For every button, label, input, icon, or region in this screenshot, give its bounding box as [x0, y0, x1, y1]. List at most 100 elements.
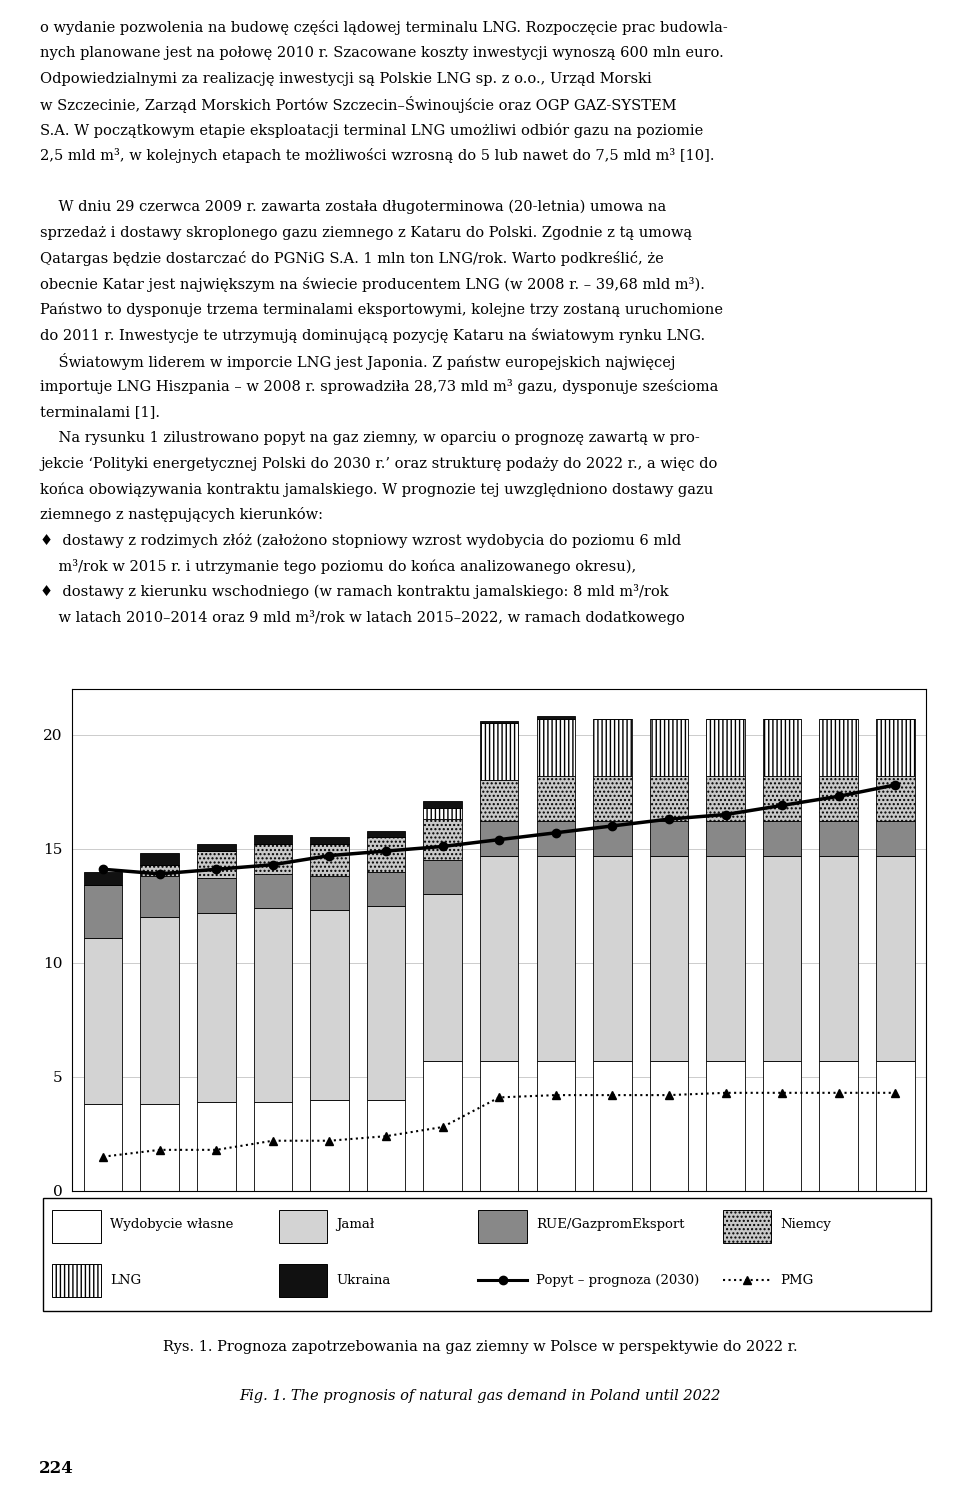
Bar	[650, 855, 688, 1061]
Text: Jamał: Jamał	[336, 1218, 374, 1231]
Text: LNG: LNG	[109, 1273, 141, 1287]
Bar	[650, 719, 688, 776]
Bar	[593, 855, 632, 1061]
Bar	[278, 1210, 327, 1243]
Text: Fig. 1. The prognosis of natural gas demand in Poland until 2022: Fig. 1. The prognosis of natural gas dem…	[239, 1389, 721, 1404]
Text: o wydanie pozwolenia na budowę części lądowej terminalu LNG. Rozpoczęcie prac bu: o wydanie pozwolenia na budowę części lą…	[40, 21, 728, 36]
Bar	[310, 837, 348, 845]
Bar	[480, 780, 518, 821]
Text: ziemnego z następujących kierunków:: ziemnego z następujących kierunków:	[40, 508, 324, 523]
Bar	[253, 845, 292, 873]
Bar	[650, 776, 688, 821]
Bar	[820, 821, 858, 855]
PMG	[267, 1132, 278, 1150]
PMG	[550, 1086, 562, 1104]
Bar	[593, 776, 632, 821]
Text: ♦  dostawy z rodzimych złóż (założono stopniowy wzrost wydobycia do poziomu 6 ml: ♦ dostawy z rodzimych złóż (założono sto…	[40, 533, 682, 548]
Bar	[310, 911, 348, 1100]
Popyt – prognoza (2030)	[97, 860, 108, 878]
Text: Qatargas będzie dostarczać do PGNiG S.A. 1 mln ton LNG/rok. Warto podkreślić, że: Qatargas będzie dostarczać do PGNiG S.A.…	[40, 252, 664, 267]
Bar	[310, 876, 348, 911]
Bar	[423, 860, 462, 894]
Bar	[876, 855, 915, 1061]
Popyt – prognoza (2030)	[437, 837, 448, 855]
Text: 2,5 mld m³, w kolejnych etapach te możliwości wzrosną do 5 lub nawet do 7,5 mld : 2,5 mld m³, w kolejnych etapach te możli…	[40, 148, 715, 163]
Bar	[197, 851, 235, 878]
Bar	[423, 819, 462, 860]
Bar	[593, 719, 632, 776]
Bar	[763, 821, 802, 855]
Bar	[367, 1100, 405, 1191]
Popyt – prognoza (2030)	[550, 824, 562, 842]
PMG	[720, 1085, 732, 1103]
Text: obecnie Katar jest największym na świecie producentem LNG (w 2008 r. – 39,68 mld: obecnie Katar jest największym na świeci…	[40, 277, 706, 292]
Bar	[707, 719, 745, 776]
Popyt – prognoza (2030)	[833, 788, 845, 806]
Bar	[537, 821, 575, 855]
Bar	[253, 834, 292, 845]
Text: Rys. 1. Prognoza zapotrzebowania na gaz ziemny w Polsce w perspektywie do 2022 r: Rys. 1. Prognoza zapotrzebowania na gaz …	[162, 1341, 798, 1354]
Text: nych planowane jest na połowę 2010 r. Szacowane koszty inwestycji wynoszą 600 ml: nych planowane jest na połowę 2010 r. Sz…	[40, 46, 724, 60]
Bar	[593, 1061, 632, 1191]
Bar	[876, 821, 915, 855]
Text: S.A. W początkowym etapie eksploatacji terminal LNG umożliwi odbiór gazu na pozi: S.A. W początkowym etapie eksploatacji t…	[40, 123, 704, 138]
Popyt – prognoza (2030)	[720, 806, 732, 824]
Bar	[820, 855, 858, 1061]
Bar	[478, 1210, 527, 1243]
Bar	[140, 1104, 179, 1191]
Bar	[253, 908, 292, 1103]
Bar	[820, 719, 858, 776]
Text: Ukraina: Ukraina	[336, 1273, 391, 1287]
Text: PMG: PMG	[780, 1273, 813, 1287]
Popyt – prognoza (2030)	[267, 855, 278, 873]
Text: końca obowiązywania kontraktu jamalskiego. W prognozie tej uwzględniono dostawy : końca obowiązywania kontraktu jamalskieg…	[40, 482, 713, 496]
Bar	[480, 1061, 518, 1191]
PMG	[663, 1086, 675, 1104]
Bar	[707, 821, 745, 855]
Bar	[480, 855, 518, 1061]
Text: RUE/GazpromEksport: RUE/GazpromEksport	[536, 1218, 684, 1231]
Bar	[253, 873, 292, 908]
Text: Światowym liderem w imporcie LNG jest Japonia. Z państw europejskich najwięcej: Światowym liderem w imporcie LNG jest Ja…	[40, 352, 676, 370]
Text: jekcie ‘Polityki energetycznej Polski do 2030 r.’ oraz strukturę podaży do 2022 : jekcie ‘Polityki energetycznej Polski do…	[40, 457, 718, 470]
Bar	[650, 1061, 688, 1191]
Bar	[140, 854, 179, 864]
Bar	[197, 845, 235, 851]
Bar	[310, 845, 348, 876]
Text: Odpowiedzialnymi za realizację inwestycji są Polskie LNG sp. z o.o., Urząd Morsk: Odpowiedzialnymi za realizację inwestycj…	[40, 72, 652, 85]
Bar	[876, 1061, 915, 1191]
Bar	[367, 906, 405, 1100]
Bar	[84, 885, 122, 938]
Bar	[537, 716, 575, 719]
Text: ♦  dostawy z kierunku wschodniego (w ramach kontraktu jamalskiego: 8 mld m³/rok: ♦ dostawy z kierunku wschodniego (w rama…	[40, 584, 669, 599]
Text: W dniu 29 czerwca 2009 r. zawarta została długoterminowa (20-letnia) umowa na: W dniu 29 czerwca 2009 r. zawarta został…	[40, 201, 666, 214]
Text: Państwo to dysponuje trzema terminalami eksportowymi, kolejne trzy zostaną uruch: Państwo to dysponuje trzema terminalami …	[40, 303, 723, 318]
Bar	[423, 1061, 462, 1191]
Text: Na rysunku 1 zilustrowano popyt na gaz ziemny, w oparciu o prognozę zawartą w pr: Na rysunku 1 zilustrowano popyt na gaz z…	[40, 431, 700, 445]
Bar	[723, 1210, 772, 1243]
Bar	[423, 801, 462, 807]
Bar	[537, 776, 575, 821]
Bar	[593, 821, 632, 855]
Popyt – prognoza (2030)	[890, 776, 901, 794]
Bar	[310, 1100, 348, 1191]
PMG	[380, 1126, 392, 1144]
Popyt – prognoza (2030)	[663, 810, 675, 828]
Bar	[707, 855, 745, 1061]
Bar	[707, 776, 745, 821]
PMG	[154, 1141, 165, 1159]
Text: Wydobycie własne: Wydobycie własne	[109, 1218, 233, 1231]
Bar	[480, 724, 518, 780]
PMG	[97, 1147, 108, 1165]
PMG	[833, 1085, 845, 1103]
Bar	[707, 1061, 745, 1191]
Text: 224: 224	[38, 1459, 73, 1477]
Bar	[480, 721, 518, 724]
Bar	[763, 719, 802, 776]
Line: PMG: PMG	[99, 1089, 900, 1161]
Text: w latach 2010–2014 oraz 9 mld m³/rok w latach 2015–2022, w ramach dodatkowego: w latach 2010–2014 oraz 9 mld m³/rok w l…	[40, 610, 685, 625]
Bar	[423, 807, 462, 819]
Bar	[820, 1061, 858, 1191]
PMG	[607, 1086, 618, 1104]
PMG	[890, 1085, 901, 1103]
